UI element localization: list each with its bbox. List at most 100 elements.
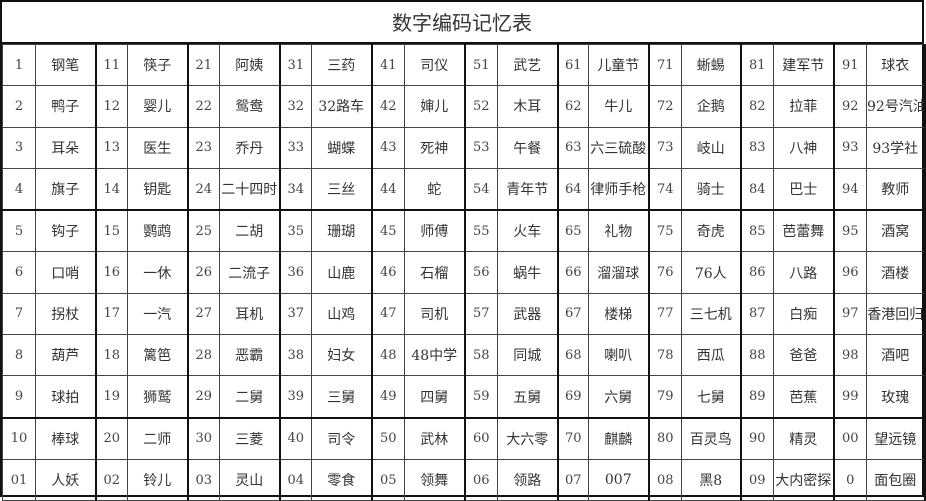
code-number-cell: 48 <box>371 334 405 377</box>
code-number-cell: 71 <box>648 43 682 87</box>
code-number-cell: 79 <box>648 375 682 419</box>
code-number-cell: 35 <box>279 209 312 253</box>
code-word-cell: 48中学 <box>404 334 466 377</box>
code-number-cell: 46 <box>371 251 405 294</box>
code-word-cell: 石榴 <box>404 251 466 294</box>
table-row: 8 葫芦 18 篱笆 28 恶霸 38 妇女 48 48中学 58 同城 68 喇叭 78 西瓜 88 爸爸 98 酒… <box>2 334 926 377</box>
code-number-cell: 05 <box>371 458 405 501</box>
code-number-cell: 87 <box>740 292 774 336</box>
table-row: 6 口哨 16 一休 26 二流子 36 山鹿 46 石榴 56 蜗牛 66 溜溜球 76 76人 86 八路 96… <box>2 251 926 294</box>
code-number-cell: 16 <box>95 251 128 294</box>
code-number-cell: 1 <box>2 43 36 87</box>
code-word-cell: 山鸡 <box>311 292 373 336</box>
code-word-cell: 32路车 <box>311 85 373 128</box>
code-word-cell: 钥匙 <box>127 167 189 212</box>
code-word-cell: 六舅 <box>588 375 650 419</box>
code-word-cell: 阿姨 <box>219 43 281 87</box>
code-word-cell: 葫芦 <box>35 334 97 377</box>
code-number-cell: 13 <box>95 126 128 169</box>
code-word-cell: 妇女 <box>311 334 373 377</box>
code-word-cell: 西瓜 <box>681 334 742 377</box>
code-word-cell: 溜溜球 <box>588 251 650 294</box>
code-number-cell: 8 <box>2 334 36 377</box>
code-word-cell: 芭蕉 <box>773 375 835 419</box>
code-word-cell: 五舅 <box>497 375 559 419</box>
code-word-cell: 蛇 <box>404 167 466 212</box>
code-word-cell: 木耳 <box>497 85 559 128</box>
code-number-cell: 91 <box>833 43 867 87</box>
code-word-cell: 旗子 <box>35 167 97 212</box>
table-row: 01 人妖 02 铃儿 03 灵山 04 零食 05 领舞 06 领路 07 007 08 黑8 09 大内密探 0… <box>2 458 926 501</box>
code-number-cell: 70 <box>557 417 589 460</box>
code-word-cell: 武器 <box>497 292 559 336</box>
code-number-cell: 09 <box>740 458 774 501</box>
code-number-cell: 73 <box>648 126 682 169</box>
code-number-cell: 96 <box>833 251 867 294</box>
code-word-cell: 八神 <box>773 126 835 169</box>
code-word-cell: 建军节 <box>773 43 835 87</box>
code-word-cell: 司机 <box>404 292 466 336</box>
code-number-cell: 38 <box>279 334 312 377</box>
table-row: 1 钢笔 11 筷子 21 阿姨 31 三药 41 司仪 51 武艺 61 儿童节 71 蜥蜴 81 建军节 91 球… <box>2 43 926 87</box>
code-number-cell: 3 <box>2 126 36 169</box>
code-number-cell: 85 <box>740 209 774 253</box>
code-number-cell: 94 <box>833 167 867 212</box>
code-word-cell: 律师手枪 <box>588 167 650 212</box>
code-number-cell: 54 <box>464 167 498 212</box>
code-number-cell: 31 <box>279 43 312 87</box>
code-word-cell: 青年节 <box>497 167 559 212</box>
code-number-cell: 06 <box>464 458 498 501</box>
code-word-cell: 儿童节 <box>588 43 650 87</box>
code-word-cell: 棒球 <box>35 417 97 460</box>
table-row: 2 鸭子 12 婴儿 22 鸳鸯 32 32路车 42 婶儿 52 木耳 62 牛儿 72 企鹅 82 拉菲 92 9… <box>2 85 926 128</box>
code-word-cell: 领舞 <box>404 458 466 501</box>
code-word-cell: 酒窝 <box>866 209 926 253</box>
code-word-cell: 师傅 <box>404 209 466 253</box>
code-number-cell: 45 <box>371 209 405 253</box>
code-word-cell: 火车 <box>497 209 559 253</box>
code-number-cell: 50 <box>371 417 405 460</box>
code-number-cell: 82 <box>740 85 774 128</box>
code-word-cell: 精灵 <box>773 417 835 460</box>
code-number-cell: 74 <box>648 167 682 212</box>
code-word-cell: 午餐 <box>497 126 559 169</box>
code-word-cell: 武林 <box>404 417 466 460</box>
code-number-cell: 02 <box>95 458 128 501</box>
table-row: 4 旗子 14 钥匙 24 二十四时 34 三丝 44 蛇 54 青年节 64 律师手枪 74 骑士 84 巴士 9… <box>2 167 926 212</box>
code-word-cell: 一汽 <box>127 292 189 336</box>
code-number-cell: 89 <box>740 375 774 419</box>
code-word-cell: 牛儿 <box>588 85 650 128</box>
code-number-cell: 14 <box>95 167 128 212</box>
code-number-cell: 44 <box>371 167 405 212</box>
table-row: 10 棒球 20 二师 30 三菱 40 司令 50 武林 60 大六零 70 麒麟 80 百灵鸟 90 精灵 00… <box>2 417 926 460</box>
code-number-cell: 03 <box>187 458 220 501</box>
code-number-cell: 97 <box>833 292 867 336</box>
code-word-cell: 死神 <box>404 126 466 169</box>
code-word-cell: 百灵鸟 <box>681 417 742 460</box>
code-word-cell: 教师 <box>866 167 926 212</box>
code-number-cell: 27 <box>187 292 220 336</box>
code-number-cell: 0 <box>833 458 867 501</box>
code-word-cell: 企鹅 <box>681 85 742 128</box>
code-word-cell: 鹦鹉 <box>127 209 189 253</box>
code-number-cell: 34 <box>279 167 312 212</box>
table-row: 5 钩子 15 鹦鹉 25 二胡 35 珊瑚 45 师傅 55 火车 65 礼物 75 奇虎 85 芭蕾舞 95 酒窝 <box>2 209 926 253</box>
code-number-cell: 93 <box>833 126 867 169</box>
code-number-cell: 99 <box>833 375 867 419</box>
code-word-cell: 人妖 <box>35 458 97 501</box>
table-row: 7 拐杖 17 一汽 27 耳机 37 山鸡 47 司机 57 武器 67 楼梯 77 三七机 87 白痴 97 香港… <box>2 292 926 336</box>
code-number-cell: 33 <box>279 126 312 169</box>
code-word-cell: 三七机 <box>681 292 742 336</box>
table-row: 3 耳朵 13 医生 23 乔丹 33 蝴蝶 43 死神 53 午餐 63 六三硫酸 73 岐山 83 八神 93 9… <box>2 126 926 169</box>
code-word-cell: 蝴蝶 <box>311 126 373 169</box>
code-number-cell: 47 <box>371 292 405 336</box>
code-word-cell: 喇叭 <box>588 334 650 377</box>
code-word-cell: 二胡 <box>219 209 281 253</box>
code-number-cell: 88 <box>740 334 774 377</box>
code-word-cell: 鸳鸯 <box>219 85 281 128</box>
code-word-cell: 骑士 <box>681 167 742 212</box>
code-word-cell: 大内密探 <box>773 458 835 501</box>
code-word-cell: 拉菲 <box>773 85 835 128</box>
code-number-cell: 62 <box>557 85 589 128</box>
code-number-cell: 66 <box>557 251 589 294</box>
